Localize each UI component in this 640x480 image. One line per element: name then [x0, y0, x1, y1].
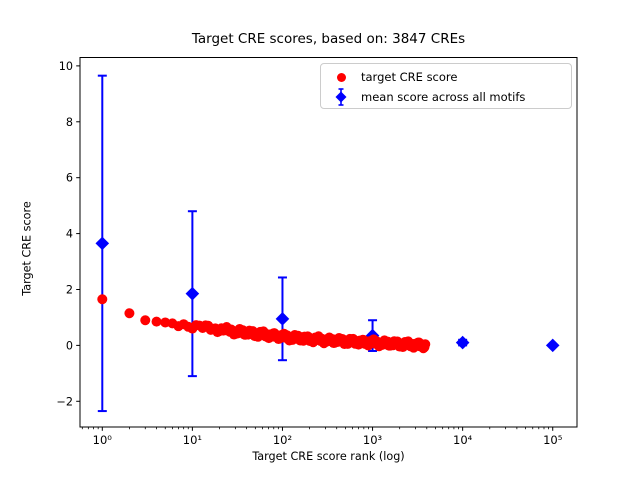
- svg-text:6: 6: [66, 172, 73, 185]
- svg-text:10³: 10³: [363, 433, 383, 447]
- legend-label-mean-score: mean score across all motifs: [361, 90, 526, 104]
- svg-text:8: 8: [66, 116, 73, 129]
- chart-title: Target CRE scores, based on: 3847 CREs: [191, 31, 466, 47]
- legend-label-target-cre-score: target CRE score: [361, 70, 458, 84]
- legend: target CRE score mean score across all m…: [320, 63, 572, 109]
- legend-item-mean-score: mean score across all motifs: [321, 87, 571, 107]
- y-axis-label: Target CRE score: [20, 201, 34, 296]
- svg-text:10²: 10²: [273, 433, 292, 447]
- svg-text:0: 0: [66, 339, 73, 352]
- svg-text:10¹: 10¹: [183, 433, 202, 447]
- legend-marker-cell: [321, 72, 361, 82]
- legend-marker-cell: [321, 87, 361, 107]
- svg-text:−2: −2: [57, 395, 74, 408]
- red-circle-marker-icon: [336, 72, 346, 82]
- svg-text:10: 10: [59, 60, 73, 73]
- svg-text:10⁰: 10⁰: [93, 433, 113, 447]
- svg-text:10⁵: 10⁵: [543, 433, 563, 447]
- svg-text:4: 4: [66, 228, 73, 241]
- x-axis-label: Target CRE score rank (log): [252, 450, 405, 463]
- svg-text:10⁴: 10⁴: [453, 433, 473, 447]
- svg-text:2: 2: [66, 283, 73, 296]
- legend-item-target-cre-score: target CRE score: [321, 67, 571, 87]
- blue-diamond-errorbar-marker-icon: [335, 88, 347, 106]
